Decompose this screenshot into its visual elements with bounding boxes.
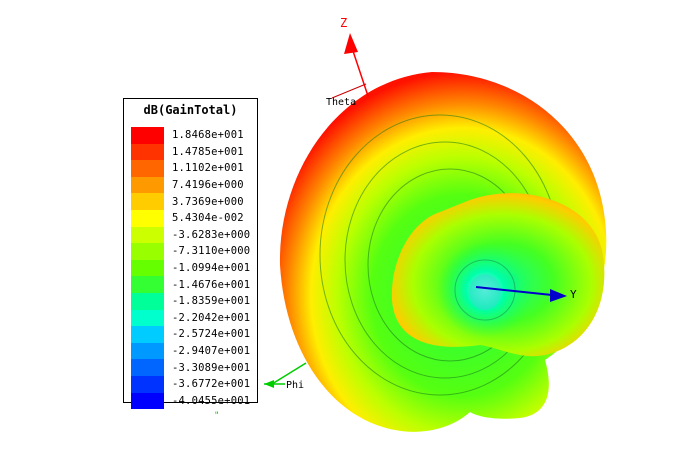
- legend-swatch: [131, 359, 164, 376]
- legend-value: -4.0455e+001: [172, 394, 251, 407]
- legend-row: -1.0994e+001: [131, 259, 251, 277]
- legend-value: 5.4304e-002: [172, 212, 244, 225]
- legend-value: -3.6772e+001: [172, 378, 251, 391]
- legend-value: -1.0994e+001: [172, 262, 251, 275]
- legend-row: 5.4304e-002: [131, 209, 250, 227]
- legend-swatch: [131, 392, 164, 410]
- legend-row: 1.8468e+001: [131, 127, 250, 144]
- legend-row: -2.5724e+001: [131, 326, 250, 343]
- legend-value: 1.4785e+001: [172, 145, 244, 158]
- y-axis: Y: [475, 286, 577, 302]
- legend-row: -2.9407e+001: [131, 342, 251, 360]
- legend-value: 3.7369e+000: [172, 195, 244, 208]
- theta-marker: Theta: [326, 83, 367, 108]
- legend-row: -7.3110e+000: [131, 243, 250, 260]
- legend-row: -4.0455e+001: [131, 392, 251, 410]
- z-axis-label: Z: [340, 16, 347, 30]
- z-axis: Z: [340, 16, 369, 97]
- legend-swatch: [131, 127, 164, 144]
- legend-value: -1.4676e+001: [172, 278, 251, 291]
- legend-value: -2.2042e+001: [172, 311, 251, 324]
- legend-swatch: [131, 292, 164, 310]
- legend-swatch: [131, 342, 164, 360]
- legend-title: dB(GainTotal): [143, 103, 238, 117]
- legend-value: -7.3110e+000: [172, 245, 251, 258]
- legend-value: -1.8359e+001: [172, 295, 251, 308]
- legend-swatch: [131, 176, 164, 194]
- theta-label: Theta: [326, 97, 356, 108]
- legend-swatch: [131, 209, 164, 227]
- legend-rows: 1.8468e+001 1.4785e+001 1.1102e+001 7.4196e…: [131, 127, 251, 410]
- legend-row: -2.2042e+001: [131, 309, 251, 327]
- legend-swatch: [131, 375, 164, 393]
- legend-value: -3.3089e+001: [172, 361, 251, 374]
- legend-swatch: [131, 309, 164, 327]
- legend-row: 1.1102e+001: [131, 160, 250, 177]
- color-legend: dB(GainTotal) 1.8468e+001 1.4785e+001 1.11…: [123, 98, 258, 410]
- legend-row: -1.4676e+001: [131, 276, 250, 293]
- legend-row: -1.8359e+001: [131, 292, 251, 310]
- legend-value: -2.9407e+001: [172, 345, 251, 358]
- legend-swatch: [131, 276, 164, 293]
- legend-swatch: [131, 160, 164, 177]
- legend-value: 7.4196e+000: [172, 179, 244, 192]
- y-axis-label: Y: [570, 288, 577, 301]
- phi-axis-label: Phi: [286, 380, 304, 391]
- legend-swatch: [131, 226, 164, 244]
- legend-row: -3.6283e+000: [131, 226, 251, 244]
- legend-row: 1.4785e+001: [131, 143, 250, 161]
- legend-swatch: [131, 259, 164, 277]
- legend-row: 3.7369e+000: [131, 193, 250, 210]
- pattern-core: [437, 242, 533, 338]
- legend-swatch: [131, 143, 164, 161]
- phi-axis: Phi: [264, 362, 307, 391]
- legend-row: -3.3089e+001: [131, 359, 250, 376]
- bottom-mark: ": [214, 411, 219, 421]
- legend-value: -3.6283e+000: [172, 228, 251, 241]
- legend-swatch: [131, 326, 164, 343]
- legend-swatch: [131, 193, 164, 210]
- legend-value: 1.8468e+001: [172, 129, 244, 142]
- legend-value: -2.5724e+001: [172, 328, 251, 341]
- legend-row: -3.6772e+001: [131, 375, 251, 393]
- legend-swatch: [131, 243, 164, 260]
- legend-row: 7.4196e+000: [131, 176, 250, 194]
- legend-value: 1.1102e+001: [172, 162, 244, 175]
